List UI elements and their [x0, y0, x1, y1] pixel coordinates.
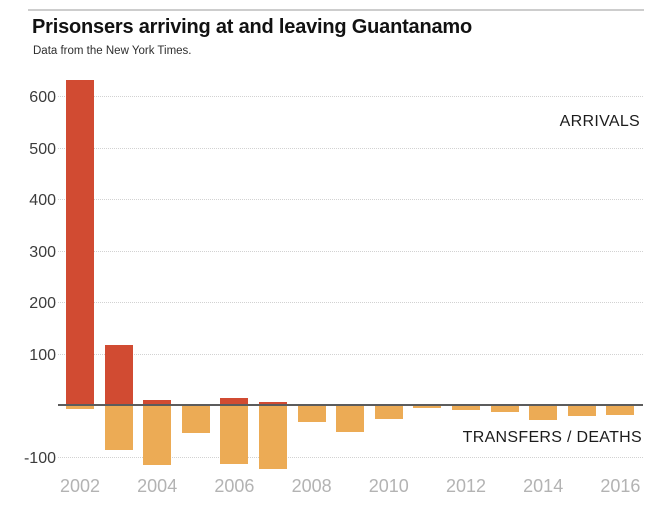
- bar-transfers-2008: [297, 405, 326, 422]
- bar-arrivals-2002: [66, 79, 94, 405]
- bar-transfers-2010: [374, 405, 403, 420]
- y-tick-label-500: 500: [29, 140, 56, 158]
- y-tick-label-200: 200: [29, 295, 56, 312]
- x-tick-label-2014: 2014: [523, 476, 564, 496]
- y-tick-label-300: 300: [29, 243, 56, 261]
- gridline-400: [58, 199, 643, 200]
- x-tick-label-2012: 2012: [445, 476, 487, 496]
- bar-transfers-2011: [413, 405, 442, 408]
- bar-arrivals-2006: [220, 397, 249, 405]
- gridline-200: [58, 302, 643, 303]
- x-tick-label-2004: 2004: [137, 476, 178, 496]
- bar-transfers-2009: [336, 405, 365, 432]
- zero-axis-line: [58, 404, 643, 406]
- gridline-500: [58, 147, 643, 149]
- top-divider: [28, 9, 644, 11]
- gridline-100: [58, 353, 643, 355]
- bar-transfers-2014: [529, 405, 558, 421]
- gridline-600: [58, 96, 643, 97]
- bar-transfers-2004: [143, 405, 172, 466]
- x-tick-label-2002: 2002: [59, 476, 101, 496]
- bar-transfers-2005: [181, 405, 210, 434]
- gridline--100: [58, 456, 643, 458]
- bar-arrivals-2003: [104, 344, 133, 405]
- y-tick-label-100: 100: [29, 346, 56, 364]
- bar-arrivals-2004: [143, 399, 172, 405]
- bar-transfers-2013: [490, 405, 519, 413]
- bar-transfers-2002: [66, 405, 94, 409]
- bar-transfers-2015: [567, 405, 596, 417]
- y-tick-label-400: 400: [29, 192, 56, 209]
- x-tick-label-2006: 2006: [214, 476, 255, 496]
- series-label-arrivals: ARRIVALS: [559, 113, 640, 130]
- chart-subtitle: Data from the New York Times.: [33, 45, 192, 57]
- x-tick-label-2016: 2016: [600, 476, 641, 496]
- bar-transfers-2016: [606, 405, 635, 416]
- bar-transfers-2006: [220, 405, 249, 464]
- gridline-300: [58, 250, 643, 252]
- y-tick-label-600: 600: [29, 89, 56, 106]
- chart-title: Prisonsers arriving at and leaving Guant…: [32, 16, 473, 38]
- series-label-transfers: TRANSFERS / DEATHS: [462, 429, 642, 446]
- bar-transfers-2012: [452, 405, 480, 410]
- bar-arrivals-2007: [259, 402, 287, 405]
- x-tick-label-2010: 2010: [368, 476, 409, 496]
- y-tick-label--100: -100: [23, 449, 56, 467]
- bar-transfers-2003: [104, 405, 133, 451]
- x-tick-label-2008: 2008: [291, 476, 332, 496]
- bar-transfers-2007: [259, 405, 287, 470]
